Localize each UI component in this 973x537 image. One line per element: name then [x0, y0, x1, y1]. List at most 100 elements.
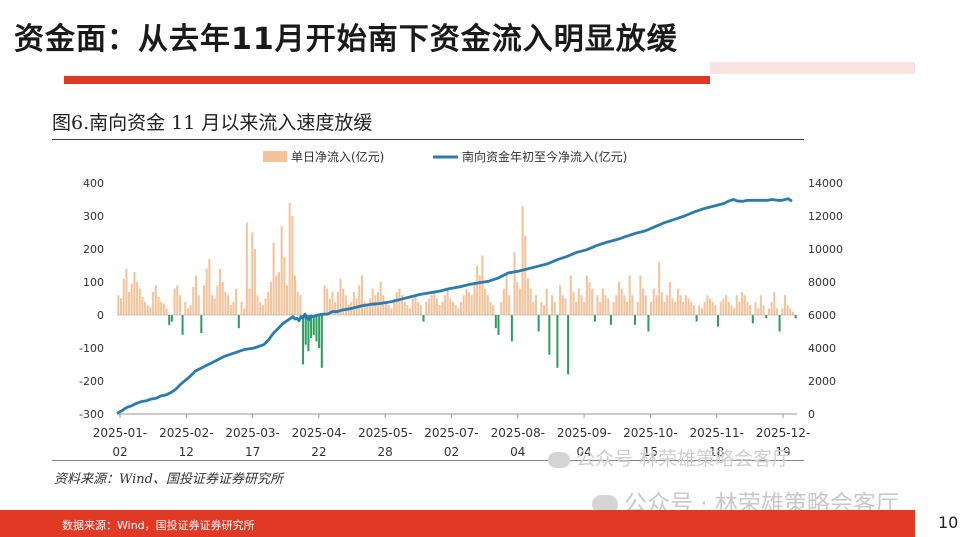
footer-source: 数据来源：Wind，国投证券证券研究所	[62, 519, 255, 532]
bar	[628, 275, 631, 315]
bar	[267, 291, 270, 315]
bar	[676, 288, 679, 315]
bar	[211, 295, 214, 315]
bar	[481, 255, 484, 315]
x-tick-label: 2025-02-	[159, 426, 213, 440]
bar	[259, 301, 262, 315]
bar	[569, 275, 572, 315]
bar	[120, 298, 123, 315]
bar	[449, 298, 452, 315]
wechat-icon	[592, 495, 618, 514]
y-left-tick-label: -100	[79, 342, 104, 355]
bar	[735, 295, 738, 315]
bar	[128, 291, 131, 315]
bar	[583, 301, 586, 315]
bar	[465, 288, 468, 315]
bar	[749, 305, 752, 315]
bar	[240, 301, 243, 315]
bar	[551, 295, 554, 315]
bar	[235, 288, 238, 315]
bar	[430, 295, 433, 315]
bar	[542, 305, 546, 315]
bar-series	[117, 202, 797, 375]
bar	[336, 291, 339, 315]
bar	[773, 291, 776, 315]
bar	[642, 288, 645, 315]
y-left-tick-label: -200	[79, 375, 104, 388]
bar	[162, 303, 165, 315]
x-tick-label: 2025-07-	[424, 426, 478, 440]
bar	[741, 291, 744, 315]
bar	[658, 262, 661, 315]
bar	[181, 315, 184, 335]
bar	[575, 301, 578, 315]
bar	[192, 286, 195, 315]
bar	[532, 301, 535, 315]
wechat-icon	[548, 451, 570, 468]
bar	[194, 275, 197, 315]
y-left-tick-label: 400	[83, 177, 104, 190]
bar	[687, 298, 690, 315]
bar	[703, 301, 706, 315]
bar	[794, 315, 797, 319]
source-note: 资料来源：Wind、国投证券证券研究所	[54, 472, 283, 487]
bar	[221, 282, 224, 315]
bar	[425, 301, 428, 315]
bar	[564, 298, 567, 315]
footer-bar	[0, 510, 915, 537]
y-right-tick-label: 8000	[808, 276, 836, 289]
bar	[315, 315, 318, 342]
bar	[778, 315, 781, 332]
bar	[323, 285, 326, 315]
bar	[395, 291, 398, 315]
bar	[422, 315, 425, 322]
bar	[770, 301, 773, 315]
bar	[719, 301, 722, 315]
y-right-tick-label: 0	[808, 408, 815, 421]
bar	[762, 305, 765, 315]
bar	[510, 315, 513, 342]
bar	[746, 301, 749, 315]
bar	[117, 295, 120, 315]
bar	[435, 298, 438, 315]
bar	[189, 305, 192, 315]
bar	[767, 308, 770, 315]
bar	[275, 275, 278, 315]
x-tick-label: 18	[709, 445, 724, 459]
bar	[634, 315, 637, 325]
line-series	[116, 197, 793, 415]
bar	[580, 295, 583, 315]
bar	[344, 295, 347, 315]
bar	[733, 308, 736, 315]
x-tick-label: 2025-09-	[557, 426, 611, 440]
bar	[601, 288, 604, 315]
bar	[368, 298, 371, 315]
bar	[403, 301, 406, 315]
bar	[352, 291, 355, 315]
bar	[708, 298, 711, 315]
bar	[438, 305, 441, 315]
y-right-tick-label: 4000	[808, 342, 836, 355]
y-left-tick-label: 0	[97, 309, 104, 322]
bar	[757, 308, 760, 315]
bar	[489, 301, 492, 315]
title-accent-bar	[710, 62, 915, 74]
bar	[591, 288, 594, 315]
bar	[451, 301, 454, 315]
bar	[521, 206, 524, 315]
bar	[625, 301, 629, 315]
bar	[722, 298, 725, 315]
slide-title: 资金面：从去年11月开始南下资金流入明显放缓	[14, 22, 678, 57]
bar	[460, 301, 463, 315]
chart-area: 单日净流入(亿元) 南向资金年初至今净流入(亿元) 400 300 200 100 0 -…	[79, 149, 843, 459]
x-tick-label: 17	[245, 445, 260, 459]
bar	[342, 288, 345, 315]
bar	[599, 301, 602, 315]
y-axis-left: 400 300 200 100 0 -100 -200 -300	[79, 177, 104, 421]
bar	[401, 295, 404, 315]
x-tick-label: 02	[112, 445, 127, 459]
bar	[524, 235, 527, 315]
x-tick-label: 2025-10-	[623, 426, 677, 440]
bar	[596, 295, 599, 315]
x-tick-label: 2025-11-	[689, 426, 743, 440]
